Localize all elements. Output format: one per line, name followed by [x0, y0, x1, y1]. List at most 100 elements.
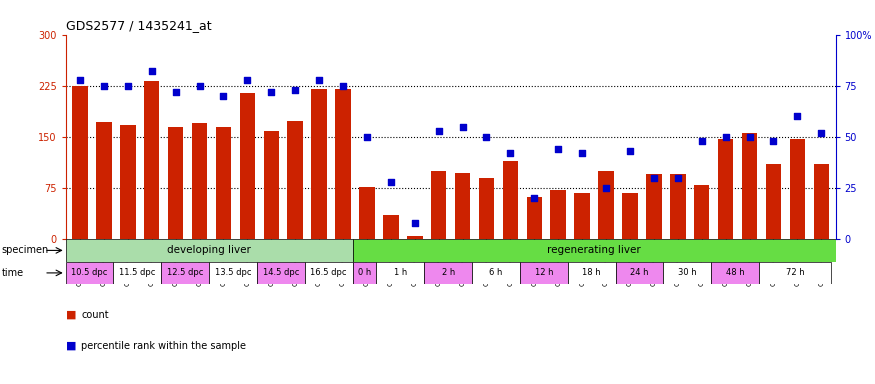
- Bar: [407, 236, 423, 239]
- Text: 1 h: 1 h: [394, 268, 407, 277]
- Point: [336, 83, 350, 89]
- Text: 18 h: 18 h: [583, 268, 601, 277]
- Text: percentile rank within the sample: percentile rank within the sample: [81, 341, 247, 351]
- Bar: [96, 122, 112, 239]
- Bar: [502, 161, 518, 239]
- Text: 30 h: 30 h: [678, 268, 696, 277]
- Bar: [430, 171, 446, 239]
- Bar: [73, 86, 88, 239]
- Point: [480, 134, 494, 140]
- Point: [766, 138, 780, 144]
- Bar: [287, 121, 303, 239]
- Point: [790, 113, 804, 119]
- Text: GDS2577 / 1435241_at: GDS2577 / 1435241_at: [66, 19, 211, 32]
- Bar: [312, 89, 327, 239]
- Point: [599, 185, 613, 191]
- Bar: [66, 239, 353, 262]
- Text: regenerating liver: regenerating liver: [547, 245, 641, 255]
- Text: 72 h: 72 h: [786, 268, 804, 277]
- Bar: [550, 190, 566, 239]
- Text: 13.5 dpc: 13.5 dpc: [214, 268, 251, 277]
- Text: ■: ■: [66, 341, 76, 351]
- Text: developing liver: developing liver: [167, 245, 251, 255]
- Bar: [568, 262, 616, 284]
- Bar: [353, 262, 376, 284]
- Bar: [114, 262, 161, 284]
- Text: 24 h: 24 h: [630, 268, 648, 277]
- Bar: [760, 262, 831, 284]
- Point: [169, 89, 183, 95]
- Bar: [694, 185, 710, 239]
- Point: [431, 127, 445, 134]
- Point: [408, 220, 422, 226]
- Point: [815, 130, 829, 136]
- Text: 16.5 dpc: 16.5 dpc: [311, 268, 346, 277]
- Bar: [479, 178, 494, 239]
- Point: [192, 83, 206, 89]
- Bar: [663, 262, 711, 284]
- Text: 12.5 dpc: 12.5 dpc: [167, 268, 203, 277]
- Point: [97, 83, 111, 89]
- Point: [312, 76, 326, 83]
- Bar: [455, 173, 471, 239]
- Bar: [215, 127, 231, 239]
- Point: [360, 134, 374, 140]
- Point: [264, 89, 278, 95]
- Bar: [789, 139, 805, 239]
- Bar: [120, 124, 136, 239]
- Bar: [335, 89, 351, 239]
- Bar: [718, 139, 733, 239]
- Bar: [359, 187, 374, 239]
- Bar: [622, 193, 638, 239]
- Text: 11.5 dpc: 11.5 dpc: [119, 268, 156, 277]
- Point: [121, 83, 135, 89]
- Text: 48 h: 48 h: [726, 268, 745, 277]
- Text: 0 h: 0 h: [358, 268, 371, 277]
- Bar: [161, 262, 209, 284]
- Bar: [66, 262, 114, 284]
- Point: [216, 93, 230, 99]
- Point: [503, 150, 517, 156]
- Bar: [168, 127, 184, 239]
- Bar: [424, 262, 473, 284]
- Text: 6 h: 6 h: [489, 268, 503, 277]
- Bar: [376, 262, 424, 284]
- Point: [623, 148, 637, 154]
- Bar: [711, 262, 760, 284]
- Bar: [646, 174, 662, 239]
- Bar: [144, 81, 159, 239]
- Bar: [766, 164, 781, 239]
- Text: count: count: [81, 310, 109, 320]
- Bar: [257, 262, 304, 284]
- Bar: [616, 262, 663, 284]
- Bar: [353, 239, 836, 262]
- Text: 2 h: 2 h: [442, 268, 455, 277]
- Point: [718, 134, 732, 140]
- Point: [551, 146, 565, 152]
- Text: ■: ■: [66, 310, 76, 320]
- Point: [241, 76, 255, 83]
- Bar: [473, 262, 520, 284]
- Bar: [598, 171, 614, 239]
- Bar: [814, 164, 829, 239]
- Bar: [574, 193, 590, 239]
- Point: [647, 175, 661, 181]
- Point: [288, 87, 302, 93]
- Point: [73, 76, 87, 83]
- Text: specimen: specimen: [2, 245, 49, 255]
- Bar: [670, 174, 686, 239]
- Point: [743, 134, 757, 140]
- Bar: [263, 131, 279, 239]
- Bar: [520, 262, 568, 284]
- Bar: [742, 134, 757, 239]
- Bar: [383, 215, 399, 239]
- Point: [695, 138, 709, 144]
- Bar: [240, 93, 256, 239]
- Bar: [527, 197, 542, 239]
- Point: [456, 124, 470, 130]
- Bar: [192, 122, 207, 239]
- Point: [671, 175, 685, 181]
- Point: [528, 195, 542, 201]
- Text: 14.5 dpc: 14.5 dpc: [262, 268, 299, 277]
- Text: 12 h: 12 h: [535, 268, 553, 277]
